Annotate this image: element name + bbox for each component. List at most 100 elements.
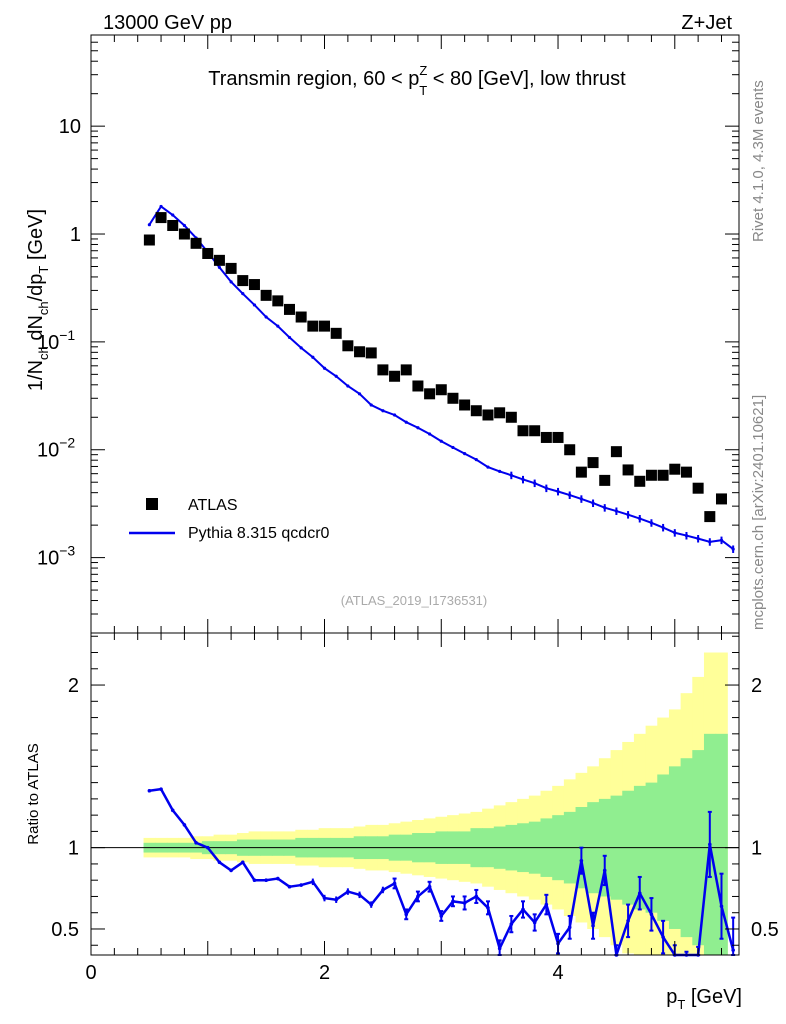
mc-point <box>708 540 712 544</box>
data-point <box>143 234 155 246</box>
ratio-point <box>416 894 420 899</box>
mc-point <box>579 497 583 501</box>
mc-point <box>649 521 654 525</box>
ratio-frame <box>90 632 740 956</box>
ratio-point <box>240 860 245 865</box>
ratio-point <box>591 923 595 928</box>
ratio-point <box>217 860 222 865</box>
mc-point <box>614 509 619 513</box>
data-point <box>622 464 634 476</box>
mc-point <box>474 458 478 462</box>
data-point <box>342 340 354 352</box>
mc-point <box>322 366 327 370</box>
main-ytick-label: 10 <box>59 116 81 138</box>
mc-point <box>416 426 420 430</box>
mcplots-label: mcplots.cern.ch [arXiv:2401.10621] <box>750 395 767 630</box>
ratio-point <box>276 876 280 881</box>
mc-point <box>427 432 432 436</box>
main-title-sub: T <box>419 83 427 98</box>
data-point <box>575 466 587 478</box>
mc-point <box>696 537 700 541</box>
mc-point <box>638 516 642 521</box>
ratio-point <box>544 902 549 907</box>
ratio-band-bin <box>715 733 728 955</box>
mc-point <box>486 465 490 469</box>
mc-point <box>404 420 408 424</box>
ratio-point <box>311 880 315 884</box>
mc-point <box>719 538 724 542</box>
ratio-point <box>392 881 397 886</box>
data-point <box>283 303 295 315</box>
ratio-point <box>497 946 502 951</box>
mc-point <box>439 439 443 443</box>
ratio-point <box>509 922 514 926</box>
ratio-point <box>194 840 198 845</box>
mc-point <box>311 355 315 359</box>
mc-point <box>381 409 385 413</box>
ratio-point <box>637 891 642 896</box>
mc-point <box>369 403 373 407</box>
data-point <box>213 254 225 266</box>
data-point <box>260 289 272 301</box>
ratio-ytick-label: 0.5 <box>51 919 79 941</box>
ratio-point <box>439 914 444 918</box>
ratio-point <box>661 935 665 939</box>
mc-point <box>498 469 502 473</box>
data-point <box>610 446 622 458</box>
data-point <box>202 247 214 259</box>
ratio-point <box>346 889 350 894</box>
ratio-point <box>159 787 163 791</box>
header-left: 13000 GeV pp <box>103 12 232 34</box>
mc-point <box>264 315 268 319</box>
data-point <box>412 380 424 392</box>
data-point <box>634 475 646 487</box>
ratio-point <box>322 896 327 900</box>
legend-data-marker <box>146 498 158 510</box>
main-title: Transmin region, 60 < pZ T < 80 [GeV], lo… <box>208 63 626 98</box>
data-point <box>470 405 482 417</box>
data-point <box>704 511 716 523</box>
mc-point <box>392 413 397 417</box>
ratio-point <box>369 902 374 907</box>
mc-point <box>229 280 233 284</box>
data-point <box>459 399 471 411</box>
mc-point <box>147 223 151 227</box>
ratio-point <box>521 907 525 912</box>
main-ytick-label: 10−1 <box>37 327 75 354</box>
ratio-point <box>170 808 175 813</box>
header-right: Z+Jet <box>681 12 732 34</box>
data-point <box>540 431 552 443</box>
ratio-point <box>334 897 338 902</box>
main-ytick-label: 1 <box>70 224 81 246</box>
data-point <box>424 388 436 400</box>
mc-point <box>544 486 548 490</box>
xlabel: pT [GeV] <box>666 986 742 1012</box>
ratio-point <box>626 919 630 923</box>
data-point <box>692 482 704 494</box>
data-point <box>178 228 190 240</box>
ratio-point <box>404 912 409 917</box>
data-point <box>564 444 576 456</box>
ratio-point <box>567 925 572 930</box>
ratio-ytick-label-right: 1 <box>751 838 762 860</box>
data-point <box>669 463 681 475</box>
mc-point <box>159 204 163 209</box>
legend-data-label: ATLAS <box>188 497 238 514</box>
ratio-ytick-label-right: 2 <box>751 675 762 697</box>
ratio-xtick-label: 0 <box>85 962 96 984</box>
mc-point <box>603 506 607 510</box>
main-title-pre: Transmin region, 60 < p <box>208 68 419 90</box>
mc-point <box>451 445 455 450</box>
data-point <box>190 237 202 249</box>
rivet-label: Rivet 4.1.0, 4.3M events <box>750 80 767 242</box>
ratio-point <box>357 893 362 897</box>
ratio-xtick-label: 2 <box>319 962 330 984</box>
mc-point <box>626 513 630 517</box>
mc-point <box>182 223 187 228</box>
ratio-ytick-label: 1 <box>68 838 79 860</box>
main-frame <box>90 34 740 634</box>
data-point <box>237 275 249 287</box>
data-point <box>377 364 389 376</box>
data-point <box>389 370 401 382</box>
ratio-ytick-label-right: 0.5 <box>751 919 779 941</box>
